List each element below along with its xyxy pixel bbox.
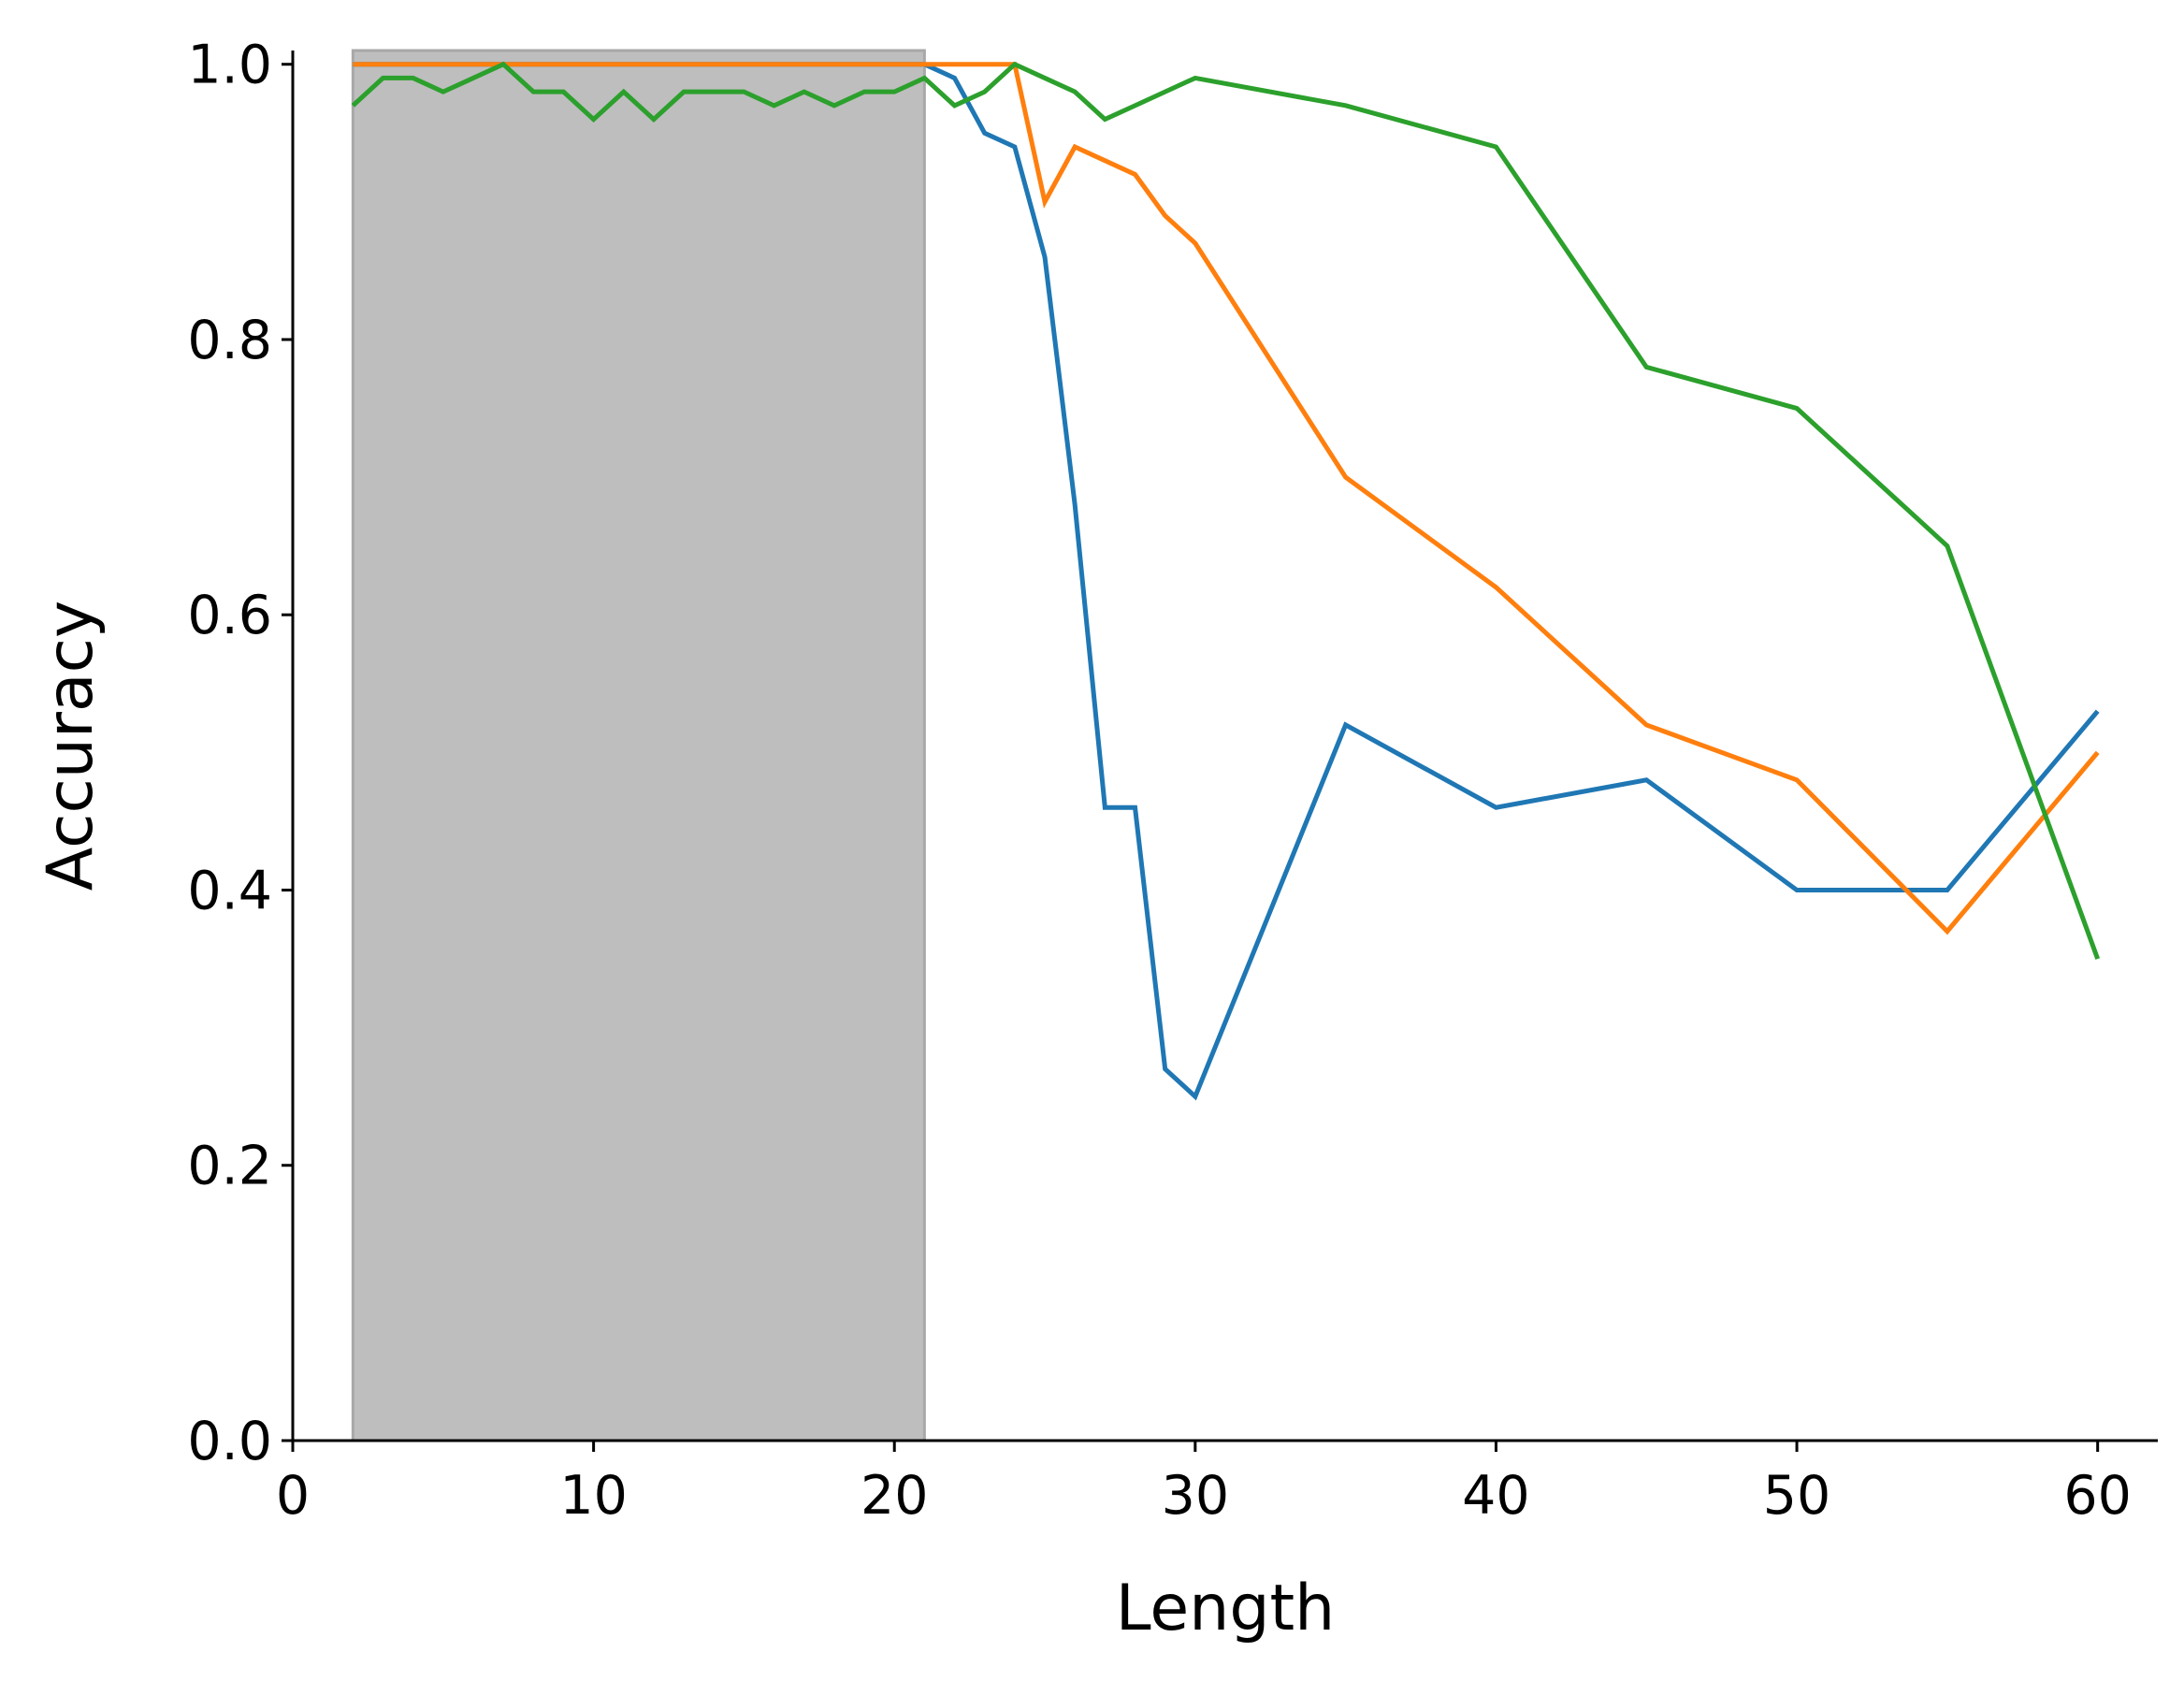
y-tick-label: 0.4 (187, 860, 272, 921)
series-line (353, 62, 2100, 935)
x-tick-label: 30 (1162, 1465, 1230, 1527)
x-tick-label: 50 (1763, 1465, 1831, 1527)
x-tick-label: 40 (1462, 1465, 1530, 1527)
x-tick-label: 60 (2063, 1465, 2132, 1527)
y-axis-label: Accuracy (34, 601, 108, 891)
x-tick-label: 0 (276, 1465, 310, 1527)
x-axis-label: Length (1116, 1572, 1336, 1645)
y-tick-label: 0.6 (187, 585, 272, 646)
x-tick-label: 10 (559, 1465, 628, 1527)
series-line (351, 61, 2101, 960)
highlight-span (351, 49, 926, 1442)
y-tick-label: 0.0 (187, 1411, 272, 1472)
y-tick-label: 0.2 (187, 1136, 272, 1197)
x-tick-label: 20 (861, 1465, 929, 1527)
y-tick-label: 1.0 (187, 35, 272, 96)
y-tick-label: 0.8 (187, 310, 272, 371)
